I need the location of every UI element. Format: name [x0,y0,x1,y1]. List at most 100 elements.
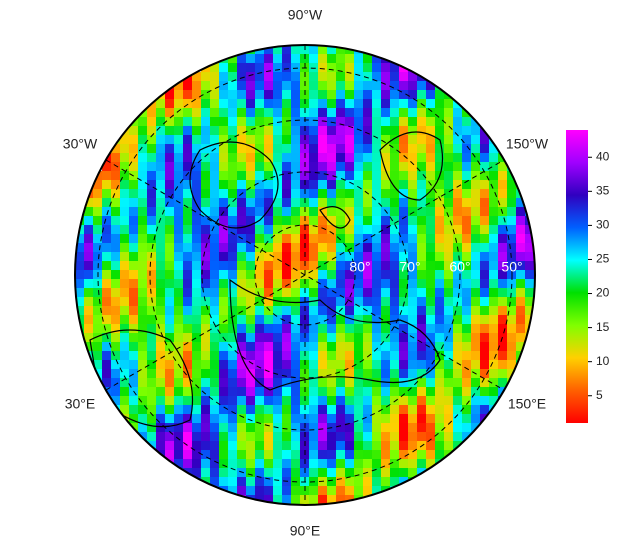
map-cell [264,423,273,432]
map-cell [336,180,345,189]
map-cell [462,450,471,459]
map-cell [219,495,228,504]
map-cell [219,243,228,252]
map-cell [327,216,336,225]
map-cell [246,270,255,279]
map-cell [120,315,129,324]
map-cell [462,279,471,288]
map-cell [264,126,273,135]
map-cell [462,306,471,315]
map-cell [219,468,228,477]
map-cell [525,243,534,252]
map-cell [156,333,165,342]
map-cell [327,207,336,216]
map-cell [489,180,498,189]
map-cell [444,441,453,450]
map-cell [273,153,282,162]
map-cell [84,207,93,216]
map-cell [93,333,102,342]
map-cell [354,477,363,486]
map-cell [111,225,120,234]
map-cell [210,333,219,342]
map-cell [462,225,471,234]
map-cell [228,243,237,252]
map-cell [417,189,426,198]
map-cell [336,81,345,90]
map-cell [453,369,462,378]
map-cell [291,135,300,144]
map-cell [507,153,516,162]
map-cell [147,405,156,414]
map-cell [408,468,417,477]
map-cell [480,288,489,297]
map-cell [408,306,417,315]
map-cell [282,396,291,405]
map-cell [372,351,381,360]
map-cell [219,81,228,90]
map-cell [138,234,147,243]
map-cell [183,387,192,396]
map-cell [246,504,255,505]
map-cell [399,261,408,270]
map-cell [498,351,507,360]
map-cell [498,288,507,297]
map-cell [228,279,237,288]
map-cell [390,153,399,162]
map-cell [408,144,417,153]
map-cell [507,297,516,306]
map-cell [192,351,201,360]
map-cell [426,441,435,450]
map-cell [273,450,282,459]
map-cell [444,252,453,261]
map-cell [93,180,102,189]
map-cell [336,450,345,459]
map-cell [381,153,390,162]
latitude-label: 50° [501,259,522,275]
map-cell [246,333,255,342]
map-cell [84,288,93,297]
map-cell [174,270,183,279]
map-cell [255,486,264,495]
map-cell [237,486,246,495]
map-cell [318,450,327,459]
map-cell [147,432,156,441]
map-cell [201,261,210,270]
map-cell [183,477,192,486]
map-cell [435,234,444,243]
map-cell [426,81,435,90]
map-cell [246,468,255,477]
map-cell [210,153,219,162]
map-cell [435,162,444,171]
map-cell [264,153,273,162]
map-cell [147,396,156,405]
map-cell [525,180,534,189]
map-cell [480,306,489,315]
map-cell [183,261,192,270]
map-cell [273,306,282,315]
map-cell [156,405,165,414]
map-cell [120,378,129,387]
map-cell [390,198,399,207]
map-cell [183,405,192,414]
map-cell [120,360,129,369]
map-cell [372,432,381,441]
map-cell [156,270,165,279]
map-cell [381,405,390,414]
map-cell [237,81,246,90]
map-cell [120,153,129,162]
map-cell [309,324,318,333]
map-cell [282,459,291,468]
map-cell [336,45,345,54]
map-cell [102,252,111,261]
map-cell [480,378,489,387]
map-cell [516,234,525,243]
map-cell [390,117,399,126]
map-cell [174,351,183,360]
map-cell [174,396,183,405]
map-cell [282,369,291,378]
map-cell [264,108,273,117]
map-cell [453,180,462,189]
map-cell [129,288,138,297]
map-cell [354,207,363,216]
map-cell [390,450,399,459]
